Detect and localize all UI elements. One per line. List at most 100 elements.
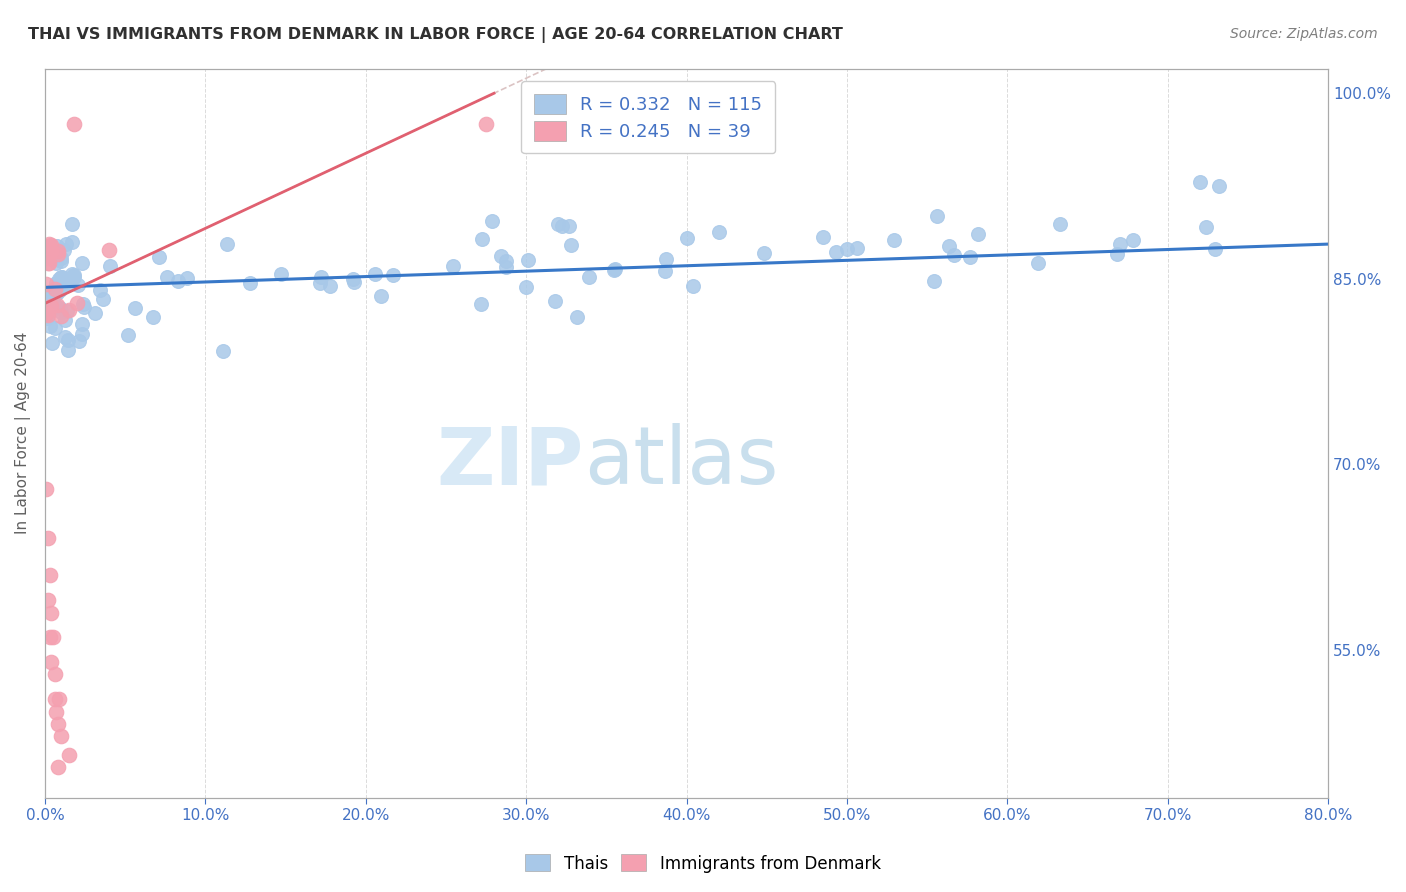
Point [1188, 175, 1211, 189]
Point [42, 252, 65, 266]
Point [239, 276, 262, 290]
Point [39, 606, 62, 620]
Legend: Thais, Immigrants from Denmark: Thais, Immigrants from Denmark [519, 847, 887, 880]
Point [38, 288, 60, 302]
Point [44, 667, 66, 681]
Point [603, 262, 626, 277]
Point [51, 270, 73, 285]
Point [51, 251, 73, 265]
Point [48, 272, 70, 286]
Point [42, 630, 65, 644]
Point [675, 230, 697, 244]
Point [91, 293, 114, 307]
Point [89, 283, 111, 297]
Point [1194, 219, 1216, 234]
Point [217, 237, 239, 252]
Point [45, 705, 67, 719]
Point [567, 310, 589, 324]
Point [45, 276, 67, 290]
Point [38, 256, 60, 270]
Text: Source: ZipAtlas.com: Source: ZipAtlas.com [1230, 27, 1378, 41]
Point [55, 237, 77, 252]
Point [55, 303, 77, 318]
Point [72, 297, 94, 311]
Point [53, 313, 76, 327]
Point [46, 239, 69, 253]
Point [46, 278, 69, 293]
Point [654, 264, 676, 278]
Point [66, 296, 89, 310]
Point [35, 307, 58, 321]
Point [1122, 233, 1144, 247]
Point [176, 270, 198, 285]
Point [45, 298, 67, 312]
Point [53, 329, 76, 343]
Point [60, 267, 83, 281]
Y-axis label: In Labor Force | Age 20-64: In Labor Force | Age 20-64 [15, 332, 31, 534]
Point [44, 282, 66, 296]
Point [37, 239, 59, 253]
Point [38, 239, 60, 253]
Point [1204, 243, 1226, 257]
Point [70, 256, 93, 270]
Point [959, 250, 981, 264]
Point [56, 277, 79, 291]
Point [67, 334, 90, 348]
Point [37, 251, 59, 265]
Point [560, 237, 582, 252]
Point [98, 259, 121, 273]
Point [46, 717, 69, 731]
Point [343, 275, 366, 289]
Point [37, 593, 59, 607]
Point [45, 301, 67, 315]
Point [46, 760, 69, 774]
Point [471, 232, 494, 246]
Point [495, 254, 517, 268]
Point [62, 117, 84, 131]
Point [551, 219, 574, 234]
Point [543, 293, 565, 308]
Point [39, 300, 62, 314]
Point [212, 344, 235, 359]
Point [35, 311, 58, 326]
Point [41, 284, 63, 298]
Point [142, 310, 165, 324]
Point [167, 274, 190, 288]
Point [943, 248, 966, 262]
Point [62, 268, 84, 283]
Point [825, 245, 848, 260]
Point [49, 305, 72, 319]
Point [48, 283, 70, 297]
Point [516, 252, 538, 267]
Point [846, 241, 869, 255]
Point [117, 328, 139, 343]
Point [470, 296, 492, 310]
Point [63, 268, 86, 282]
Point [309, 276, 332, 290]
Point [44, 288, 66, 302]
Point [707, 225, 730, 239]
Point [37, 532, 59, 546]
Text: atlas: atlas [583, 424, 779, 501]
Point [45, 256, 67, 270]
Point [58, 747, 80, 762]
Point [35, 305, 58, 319]
Point [682, 278, 704, 293]
Point [38, 236, 60, 251]
Point [318, 278, 340, 293]
Point [46, 247, 69, 261]
Text: THAI VS IMMIGRANTS FROM DENMARK IN LABOR FORCE | AGE 20-64 CORRELATION CHART: THAI VS IMMIGRANTS FROM DENMARK IN LABOR… [28, 27, 844, 43]
Point [39, 237, 62, 252]
Point [811, 229, 834, 244]
Point [1028, 256, 1050, 270]
Point [48, 692, 70, 706]
Text: ZIP: ZIP [437, 424, 583, 501]
Point [41, 336, 63, 351]
Point [370, 289, 392, 303]
Point [62, 270, 84, 285]
Point [883, 233, 905, 247]
Point [56, 333, 79, 347]
Point [97, 243, 120, 257]
Point [60, 217, 83, 231]
Point [56, 343, 79, 358]
